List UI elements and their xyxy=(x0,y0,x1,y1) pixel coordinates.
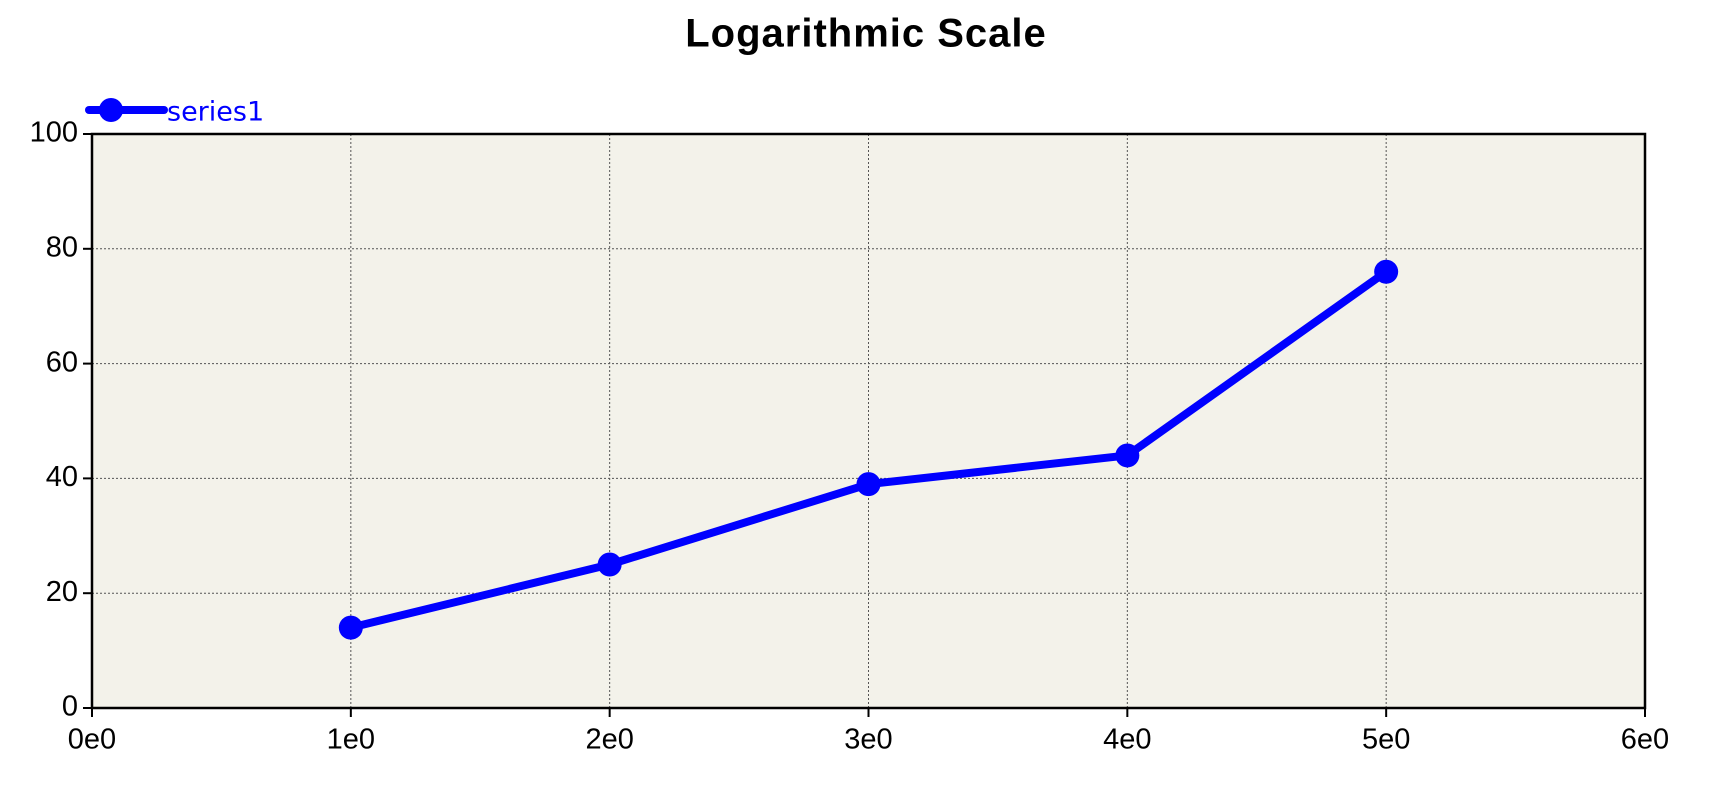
y-tick-label: 80 xyxy=(46,231,78,263)
x-tick-label: 5e0 xyxy=(1362,724,1410,756)
y-tick-label: 60 xyxy=(46,346,78,378)
x-tick-label: 6e0 xyxy=(1621,724,1669,756)
data-point xyxy=(1374,259,1399,284)
x-tick-label: 4e0 xyxy=(1103,724,1151,756)
x-tick-label: 0e0 xyxy=(68,724,116,756)
y-tick-label: 40 xyxy=(46,461,78,493)
y-tick-label: 0 xyxy=(62,691,78,723)
plot-frame xyxy=(90,132,1647,710)
data-point xyxy=(1115,443,1140,468)
x-tick-label: 2e0 xyxy=(585,724,633,756)
data-point xyxy=(597,552,622,577)
y-tick-label: 100 xyxy=(30,117,78,149)
y-tick-label: 20 xyxy=(46,576,78,608)
plot-area xyxy=(92,134,1645,708)
chart-title: Logarithmic Scale xyxy=(685,12,1047,56)
legend-marker xyxy=(99,98,123,122)
data-point xyxy=(338,615,363,640)
x-tick-label: 3e0 xyxy=(844,724,892,756)
x-tick-label: 1e0 xyxy=(327,724,375,756)
legend-label: series1 xyxy=(167,97,264,128)
data-point xyxy=(856,472,881,497)
